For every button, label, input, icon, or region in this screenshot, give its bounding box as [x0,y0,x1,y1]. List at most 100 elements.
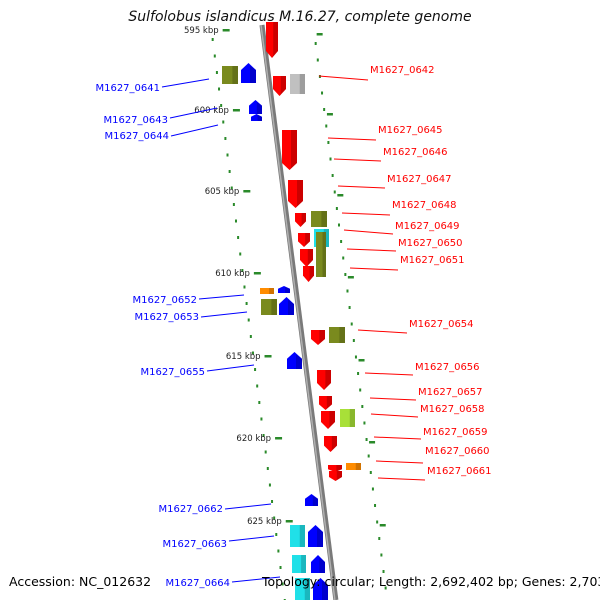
gene-block-olive [329,327,345,343]
gene-label-forward: M1627_0642 [370,65,435,76]
track-dot-right [329,157,332,161]
kbp-tick-mark [275,437,283,440]
gene-block-cyan-shade [299,525,305,547]
gene-block-cyan [295,578,310,600]
track-dot-left [273,516,276,520]
kbp-tick-mark-outer [326,113,333,116]
gene-block-cyan [290,525,305,547]
gene-label-leader-reverse [228,535,275,542]
track-dot-left [234,219,237,223]
gene-arrow-reverse [308,525,323,547]
gene-arrow-reverse-shade [250,65,256,83]
track-dot-right [382,570,385,573]
gene-arrow-forward [311,330,325,345]
track-dot-right [380,553,383,557]
gene-block-cyan-shade [323,229,329,247]
gene-arrow-reverse [251,114,262,121]
gene-arrow-reverse-shade [288,299,294,315]
gene-arrow-forward-shade [328,411,335,429]
gene-arrow-forward [300,249,313,267]
track-dot-left [258,401,261,404]
gene-arrow-reverse [287,352,302,369]
gene-label-leader-forward [369,397,417,401]
track-dot-right [378,537,381,540]
track-dot-right [344,273,347,276]
track-dot-right [376,520,379,524]
track-dot-left [251,351,254,355]
gene-label-leader-forward [346,248,397,252]
gene-label-forward: M1627_0658 [420,404,485,415]
gene-block-cyan-shade [301,555,306,573]
track-dot-left [264,450,267,454]
track-dot-right [327,141,330,144]
track-dot-left [226,153,229,157]
gene-label-forward: M1627_0654 [409,319,474,330]
track-dot-left [281,582,284,586]
gene-block-orange-shade [269,288,274,294]
track-dot-right [348,306,351,309]
gene-arrow-forward-shade [295,180,303,208]
gene-label-leader-forward [357,329,408,334]
accession-label: Accession: NC_012632 [9,574,152,589]
gene-label-leader-reverse [206,364,255,372]
gene-arrow-forward-shade [335,465,342,472]
track-dot-left [211,38,214,41]
gene-arrow-reverse [278,286,290,293]
gene-arrow-reverse-shade [256,102,262,114]
track-dot-right [384,586,387,590]
gene-label-reverse: M1627_0663 [162,539,227,550]
kbp-tick-mark-outer [379,524,386,527]
track-dot-right [323,108,326,111]
track-dot-left [260,417,263,421]
gene-arrow-reverse-shade [319,557,325,573]
gene-block-orange [260,288,274,294]
track-dot-left [268,483,271,487]
gene-arrow-forward [266,22,278,58]
gene-arrow-reverse-shade [257,115,262,121]
gene-label-leader-forward [364,372,414,376]
gene-label-reverse: M1627_0643 [103,115,168,126]
kbp-tick-mark [285,520,293,523]
track-dot-right [333,190,336,194]
gene-label-leader-forward [375,460,424,464]
track-dot-right [314,42,317,45]
gene-arrow-reverse-shade [317,527,323,547]
gene-label-reverse: M1627_0652 [132,295,197,306]
gene-label-leader-reverse [169,107,218,119]
gene-arrow-forward-shade [304,233,310,247]
track-dot-left [241,269,244,272]
track-dot-left [239,252,242,256]
gene-block-olive-shade [321,211,327,227]
gene-block-olive-shade [271,299,277,315]
gene-label-forward: M1627_0660 [425,446,490,457]
gene-arrow-forward [303,266,314,282]
gene-arrow-reverse [241,63,256,83]
track-dot-left [266,467,269,470]
kbp-tick-mark [222,29,230,32]
genome-backbone-highlight [260,24,336,600]
kbp-tick-mark [232,109,240,112]
gene-arrow-forward [328,465,342,472]
gene-arrow-forward [273,76,286,96]
track-dot-right [354,355,357,359]
gene-label-reverse: M1627_0662 [158,504,223,515]
track-dot-left [249,335,252,338]
kbp-tick-label: 610 kbp [215,269,250,279]
gene-block-lime [340,409,355,427]
gene-label-leader-reverse [161,78,210,88]
gene-label-leader-forward [327,137,377,141]
track-dot-right [346,289,349,293]
track-dot-right [371,487,374,491]
gene-label-reverse: M1627_0644 [104,131,169,142]
track-dot-left [243,285,246,289]
kbp-tick-label: 600 kbp [194,106,229,116]
track-dot-right [350,322,353,326]
kbp-tick-label: 625 kbp [247,517,282,527]
track-dot-right [367,454,370,458]
gene-block-grey [290,74,305,94]
gene-label-forward: M1627_0650 [398,238,463,249]
gene-block-olive-shade [339,327,345,343]
gene-label-forward: M1627_0646 [383,147,448,158]
gene-label-forward: M1627_0651 [400,255,465,266]
track-dot-left [247,318,250,322]
